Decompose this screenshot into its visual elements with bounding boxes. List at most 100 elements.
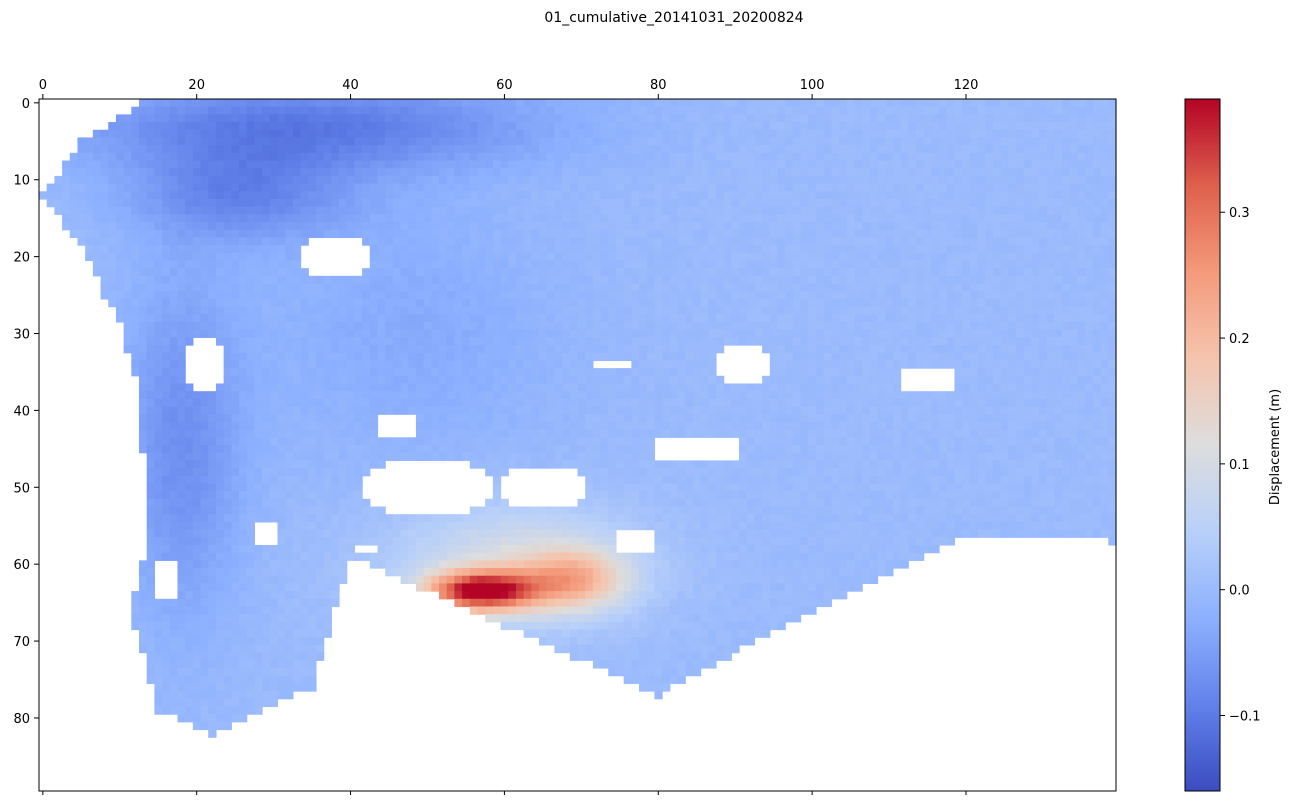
heatmap-cell (377, 145, 386, 154)
heatmap-cell (1092, 152, 1102, 162)
heatmap-cell (431, 321, 440, 331)
heatmap-cell (715, 268, 725, 277)
heatmap-cell (246, 145, 255, 154)
heatmap-cell (500, 260, 509, 269)
heatmap-cell (623, 191, 632, 200)
heatmap-cell (585, 175, 594, 185)
heatmap-cell (715, 383, 725, 392)
heatmap-cell (969, 268, 979, 277)
heatmap-cell (539, 337, 548, 346)
heatmap-cell (246, 183, 255, 192)
heatmap-cell (1069, 99, 1079, 108)
heatmap-cell (869, 214, 879, 223)
heatmap-cell (831, 383, 840, 392)
heatmap-cell (639, 99, 648, 108)
heatmap-cell (431, 383, 440, 392)
heatmap-cell (939, 152, 948, 162)
heatmap-cell (600, 237, 609, 246)
heatmap-cell (131, 122, 140, 131)
heatmap-cell (592, 152, 602, 162)
heatmap-cell (85, 160, 94, 169)
heatmap-cell (331, 145, 340, 154)
heatmap-cell (700, 137, 709, 146)
heatmap-cell (915, 252, 925, 262)
heatmap-cell (815, 352, 825, 362)
heatmap-cell (962, 245, 971, 254)
heatmap-cell (354, 360, 363, 369)
heatmap-cell (992, 268, 1002, 277)
heatmap-cell (1008, 114, 1017, 123)
heatmap-cell (892, 291, 902, 300)
heatmap-cell (1085, 237, 1094, 246)
heatmap-cell (969, 260, 979, 269)
heatmap-cell (523, 175, 532, 185)
heatmap-cell (169, 206, 179, 215)
heatmap-cell (808, 237, 817, 246)
heatmap-cell (700, 375, 709, 385)
heatmap-cell (262, 122, 271, 131)
heatmap-cell (685, 145, 694, 154)
heatmap-cell (1062, 214, 1071, 223)
heatmap-cell (977, 175, 986, 185)
heatmap-cell (1069, 268, 1079, 277)
heatmap-cell (623, 145, 632, 154)
heatmap-cell (462, 245, 471, 254)
heatmap-cell (785, 337, 794, 346)
heatmap-cell (1092, 383, 1102, 392)
heatmap-cell (1039, 183, 1048, 192)
heatmap-cell (1108, 252, 1117, 262)
heatmap-cell (231, 198, 240, 208)
heatmap-cell (200, 306, 209, 315)
heatmap-cell (454, 275, 463, 285)
heatmap-cell (754, 214, 763, 223)
heatmap-cell (146, 298, 155, 308)
heatmap-cell (377, 291, 386, 300)
heatmap-cell (1000, 183, 1009, 192)
heatmap-cell (777, 260, 786, 269)
heatmap-cell (985, 345, 994, 354)
heatmap-cell (777, 245, 786, 254)
heatmap-cell (146, 360, 155, 369)
heatmap-cell (562, 99, 571, 108)
heatmap-cell (300, 198, 309, 208)
heatmap-cell (139, 268, 148, 277)
heatmap-cell (1108, 222, 1117, 231)
heatmap-cell (1062, 99, 1071, 108)
heatmap-cell (423, 360, 432, 369)
heatmap-cell (977, 191, 986, 200)
heatmap-cell (331, 291, 340, 300)
heatmap-cell (639, 383, 648, 392)
heatmap-cell (131, 222, 140, 231)
heatmap-cell (246, 229, 255, 238)
heatmap-cell (769, 283, 779, 292)
heatmap-cell (485, 99, 494, 108)
heatmap-cell (192, 122, 202, 131)
heatmap-cell (746, 122, 756, 131)
heatmap-cell (546, 360, 556, 369)
heatmap-cell (639, 260, 648, 269)
heatmap-cell (800, 329, 809, 338)
heatmap-cell (446, 291, 456, 300)
heatmap-cell (746, 137, 756, 146)
heatmap-cell (154, 122, 163, 131)
heatmap-cell (454, 260, 463, 269)
heatmap-cell (546, 122, 556, 131)
heatmap-cell (1100, 129, 1109, 139)
heatmap-cell (408, 345, 417, 354)
heatmap-cell (992, 99, 1002, 108)
heatmap-cell (731, 391, 740, 400)
heatmap-cell (631, 391, 640, 400)
heatmap-cell (454, 268, 463, 277)
heatmap-cell (885, 214, 894, 223)
heatmap-cell (115, 275, 125, 285)
heatmap-cell (662, 152, 671, 162)
heatmap-cell (808, 245, 817, 254)
heatmap-cell (669, 345, 679, 354)
heatmap-cell (1039, 206, 1048, 215)
heatmap-cell (777, 306, 786, 315)
heatmap-cell (631, 229, 640, 238)
heatmap-cell (408, 229, 417, 238)
heatmap-cell (769, 114, 779, 123)
heatmap-cell (1023, 214, 1032, 223)
heatmap-cell (777, 122, 786, 131)
